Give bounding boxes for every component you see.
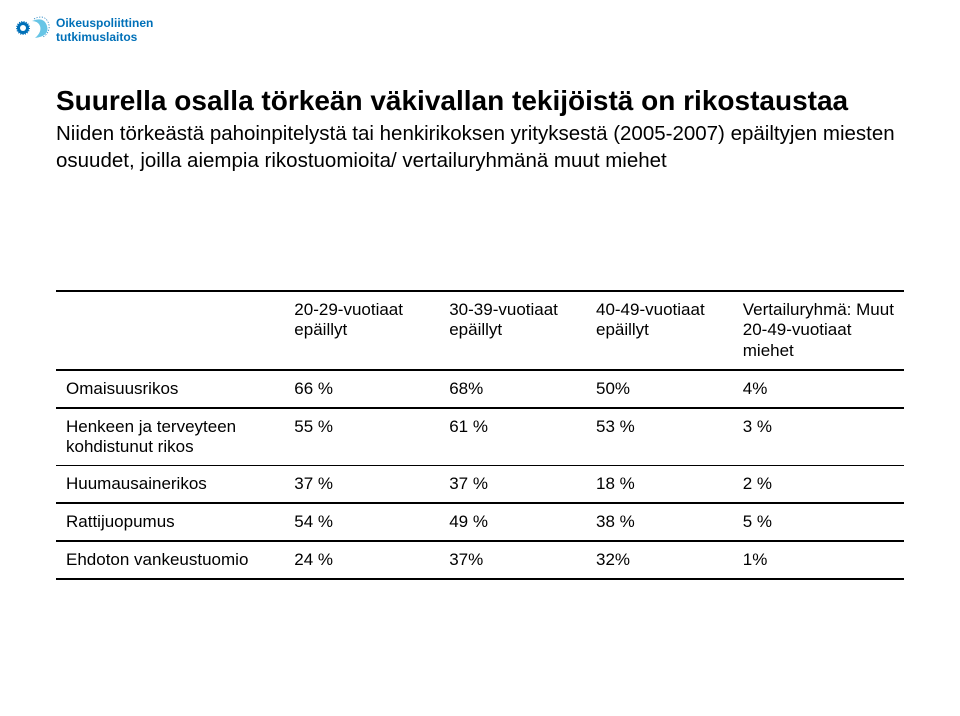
cell: 3 % <box>733 408 904 466</box>
data-table-wrap: 20-29-vuotiaat epäillyt 30-39-vuotiaat e… <box>56 290 904 580</box>
col-header-4: Vertailuryhmä: Muut 20-49-vuotiaat miehe… <box>733 291 904 370</box>
cell: 53 % <box>586 408 733 466</box>
slide-subtitle: Niiden törkeästä pahoinpitelystä tai hen… <box>56 121 920 174</box>
row-label: Ehdoton vankeustuomio <box>56 541 284 579</box>
table-row: Huumausainerikos 37 % 37 % 18 % 2 % <box>56 466 904 504</box>
cell: 68% <box>439 370 586 408</box>
cell: 2 % <box>733 466 904 504</box>
slide-root: { "logo": { "line1": "Oikeuspoliittinen"… <box>0 0 960 716</box>
cell: 55 % <box>284 408 439 466</box>
row-label: Henkeen ja terveyteen kohdistunut rikos <box>56 408 284 466</box>
logo-icon <box>10 8 50 53</box>
cell: 38 % <box>586 503 733 541</box>
table-row: Omaisuusrikos 66 % 68% 50% 4% <box>56 370 904 408</box>
logo-text: Oikeuspoliittinen tutkimuslaitos <box>56 17 153 45</box>
cell: 37% <box>439 541 586 579</box>
cell: 4% <box>733 370 904 408</box>
row-label: Rattijuopumus <box>56 503 284 541</box>
table-row: Henkeen ja terveyteen kohdistunut rikos … <box>56 408 904 466</box>
row-label: Huumausainerikos <box>56 466 284 504</box>
cell: 37 % <box>439 466 586 504</box>
slide-title: Suurella osalla törkeän väkivallan tekij… <box>56 85 920 117</box>
logo-text-line2: tutkimuslaitos <box>56 31 153 45</box>
col-header-2: 30-39-vuotiaat epäillyt <box>439 291 586 370</box>
cell: 32% <box>586 541 733 579</box>
cell: 18 % <box>586 466 733 504</box>
table-row: Ehdoton vankeustuomio 24 % 37% 32% 1% <box>56 541 904 579</box>
row-label: Omaisuusrikos <box>56 370 284 408</box>
title-block: Suurella osalla törkeän väkivallan tekij… <box>56 85 920 174</box>
col-header-1: 20-29-vuotiaat epäillyt <box>284 291 439 370</box>
col-header-3: 40-49-vuotiaat epäillyt <box>586 291 733 370</box>
cell: 66 % <box>284 370 439 408</box>
cell: 49 % <box>439 503 586 541</box>
data-table: 20-29-vuotiaat epäillyt 30-39-vuotiaat e… <box>56 290 904 580</box>
table-row: Rattijuopumus 54 % 49 % 38 % 5 % <box>56 503 904 541</box>
cell: 5 % <box>733 503 904 541</box>
cell: 1% <box>733 541 904 579</box>
cell: 54 % <box>284 503 439 541</box>
cell: 24 % <box>284 541 439 579</box>
logo-text-line1: Oikeuspoliittinen <box>56 17 153 31</box>
cell: 50% <box>586 370 733 408</box>
cell: 61 % <box>439 408 586 466</box>
logo-area: Oikeuspoliittinen tutkimuslaitos <box>10 8 153 53</box>
cell: 37 % <box>284 466 439 504</box>
col-header-0 <box>56 291 284 370</box>
table-header-row: 20-29-vuotiaat epäillyt 30-39-vuotiaat e… <box>56 291 904 370</box>
